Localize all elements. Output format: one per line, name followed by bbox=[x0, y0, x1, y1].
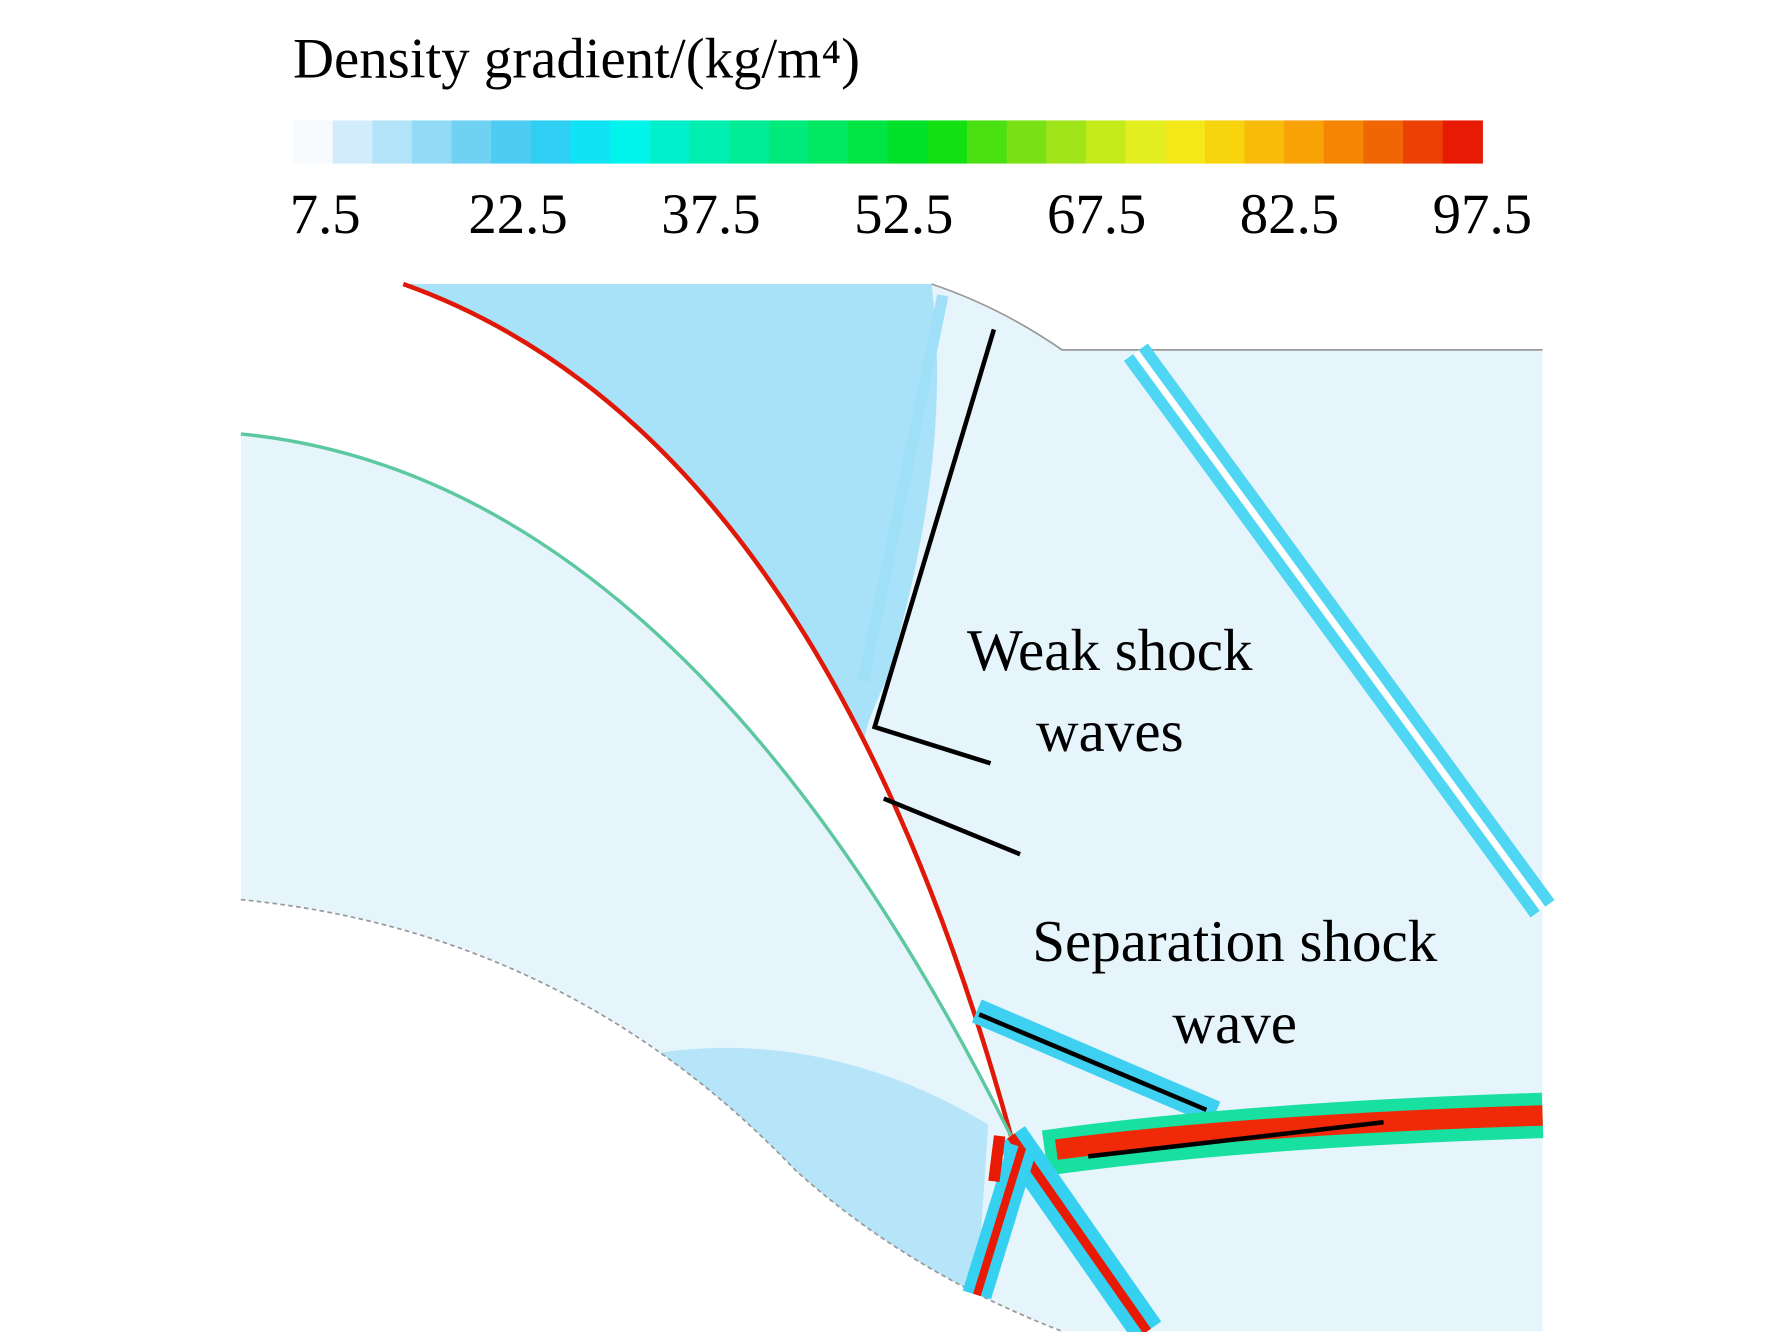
colorbar-band bbox=[372, 120, 413, 164]
colorbar-band bbox=[1204, 120, 1246, 164]
shock-band bbox=[1055, 1105, 1543, 1160]
flow-field bbox=[0, 281, 1555, 1332]
colorbar-band bbox=[887, 120, 928, 164]
colorbar-band bbox=[1403, 120, 1444, 164]
colorbar-band bbox=[1125, 120, 1166, 164]
colorbar-ticks: 7.5 22.5 37.5 52.5 67.5 82.5 97.5 bbox=[290, 183, 1532, 246]
colorbar-tick-label: 7.5 bbox=[290, 183, 361, 246]
shock-band bbox=[1007, 1133, 1151, 1332]
pointer bbox=[882, 796, 1021, 857]
shock-band bbox=[1133, 350, 1546, 911]
colorbar-band bbox=[491, 120, 532, 164]
colorbar-band bbox=[1363, 120, 1404, 164]
annotation: wave bbox=[1172, 990, 1297, 1056]
boundary bbox=[240, 898, 1063, 1332]
annotation: Weak shock bbox=[967, 617, 1253, 683]
colorbar-tick-label: 97.5 bbox=[1433, 183, 1532, 246]
pointer bbox=[978, 1012, 1208, 1112]
passage bbox=[240, 283, 1543, 1332]
colorbar-band bbox=[411, 120, 453, 164]
colorbar-band bbox=[1442, 120, 1483, 164]
colorbar-band bbox=[927, 120, 968, 164]
colorbar-band bbox=[729, 120, 770, 164]
colorbar-band bbox=[1085, 120, 1127, 164]
shock-band bbox=[857, 294, 949, 683]
blade bbox=[240, 283, 1011, 1136]
colorbar-band bbox=[1165, 120, 1206, 164]
colorbar-band bbox=[332, 120, 373, 164]
colorbar-title: Density gradient/(kg/m⁴) bbox=[293, 27, 860, 90]
blade-lower bbox=[0, 283, 1063, 1332]
colorbar-band bbox=[293, 120, 334, 164]
colorbar-band bbox=[768, 120, 809, 164]
colorbar-band bbox=[570, 120, 611, 164]
colorbar-tick-label: 82.5 bbox=[1240, 183, 1339, 246]
colorbar-band bbox=[451, 120, 492, 164]
colorbar-band bbox=[808, 120, 849, 164]
colorbar-band bbox=[610, 120, 651, 164]
shock-band bbox=[988, 1135, 1006, 1183]
colorbar-band bbox=[1006, 120, 1047, 164]
colorbar-band bbox=[966, 120, 1008, 164]
lower-region bbox=[636, 1047, 989, 1295]
colorbar-band bbox=[649, 120, 691, 164]
annotation: Separation shock bbox=[1032, 908, 1438, 974]
annotation-lines bbox=[871, 328, 1384, 1159]
colorbar bbox=[293, 120, 1483, 164]
pointer bbox=[871, 328, 997, 766]
suction-surface bbox=[402, 281, 1014, 1137]
pressure-surface bbox=[240, 432, 1013, 1137]
annotation: waves bbox=[1036, 698, 1184, 764]
shock-band bbox=[973, 1146, 1027, 1297]
colorbar-tick-label: 52.5 bbox=[854, 183, 953, 246]
colorbar-tick-label: 37.5 bbox=[661, 183, 760, 246]
colorbar-band bbox=[689, 120, 730, 164]
colorbar-tick-label: 67.5 bbox=[1047, 183, 1146, 246]
colorbar-band bbox=[848, 120, 889, 164]
pointer bbox=[1087, 1120, 1384, 1159]
colorbar-tick-label: 22.5 bbox=[468, 183, 567, 246]
colorbar-band bbox=[530, 120, 572, 164]
colorbar-band bbox=[1323, 120, 1364, 164]
colorbar-band bbox=[1284, 120, 1325, 164]
colorbar-band bbox=[1244, 120, 1285, 164]
colorbar-band bbox=[1046, 120, 1087, 164]
boundary bbox=[931, 283, 1543, 351]
